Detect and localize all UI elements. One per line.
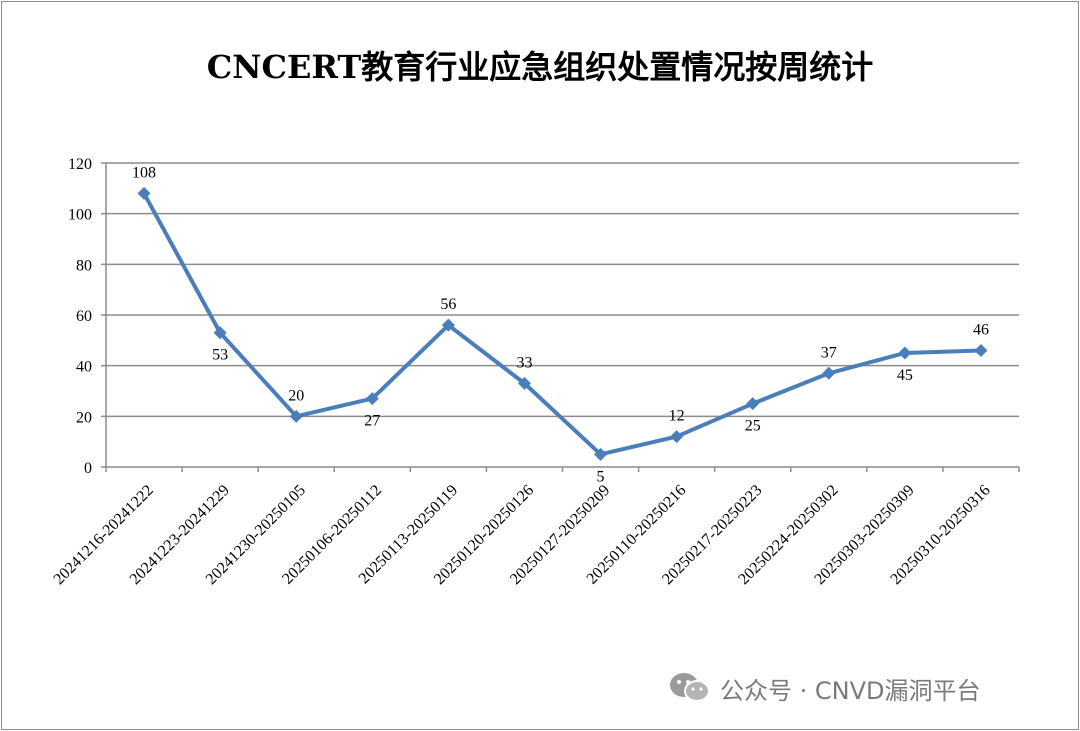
data-label: 45: [897, 367, 913, 384]
wechat-icon: [668, 670, 712, 706]
data-label: 37: [821, 344, 837, 361]
data-point: [746, 397, 760, 411]
y-tick-label: 120: [68, 156, 92, 173]
data-points: [137, 186, 988, 461]
data-label: 33: [516, 354, 532, 371]
data-point: [517, 376, 531, 390]
data-label: 56: [440, 296, 456, 313]
gridlines: [101, 162, 1020, 472]
data-point: [365, 392, 379, 406]
data-label: 27: [364, 413, 380, 430]
data-labels: 108 53 20 27 56 33 5 12 25 37 45 46: [132, 164, 989, 485]
y-axis-ticks: 0 20 40 60 80 100 120: [68, 156, 92, 477]
data-point: [289, 409, 303, 423]
y-tick-label: 0: [84, 460, 92, 477]
data-label: 12: [669, 408, 685, 425]
data-point: [670, 430, 684, 444]
data-point: [974, 343, 988, 357]
y-tick-label: 60: [76, 308, 92, 325]
y-tick-label: 40: [76, 359, 92, 376]
chart-title: CNCERT教育行业应急组织处置情况按周统计: [206, 48, 874, 86]
y-tick-label: 100: [68, 207, 92, 224]
data-label: 108: [132, 164, 156, 181]
y-tick-label: 20: [76, 409, 92, 426]
data-label: 46: [973, 321, 989, 338]
data-point: [822, 366, 836, 380]
y-tick-label: 80: [76, 257, 92, 274]
data-point: [213, 326, 227, 340]
data-point: [898, 346, 912, 360]
series-line: [142, 192, 982, 457]
data-point: [137, 186, 151, 200]
x-axis-ticks: 20241216-2024122220241223-20241229202412…: [51, 482, 994, 588]
data-label: 5: [597, 468, 605, 485]
data-label: 25: [745, 418, 761, 435]
series-line-path: [142, 192, 982, 457]
watermark-text: 公众号 · CNVD漏洞平台: [720, 676, 981, 705]
data-label: 53: [212, 347, 228, 364]
data-point: [594, 447, 608, 461]
watermark: 公众号 · CNVD漏洞平台: [668, 668, 981, 708]
data-point: [441, 318, 455, 332]
data-label: 20: [288, 387, 304, 404]
